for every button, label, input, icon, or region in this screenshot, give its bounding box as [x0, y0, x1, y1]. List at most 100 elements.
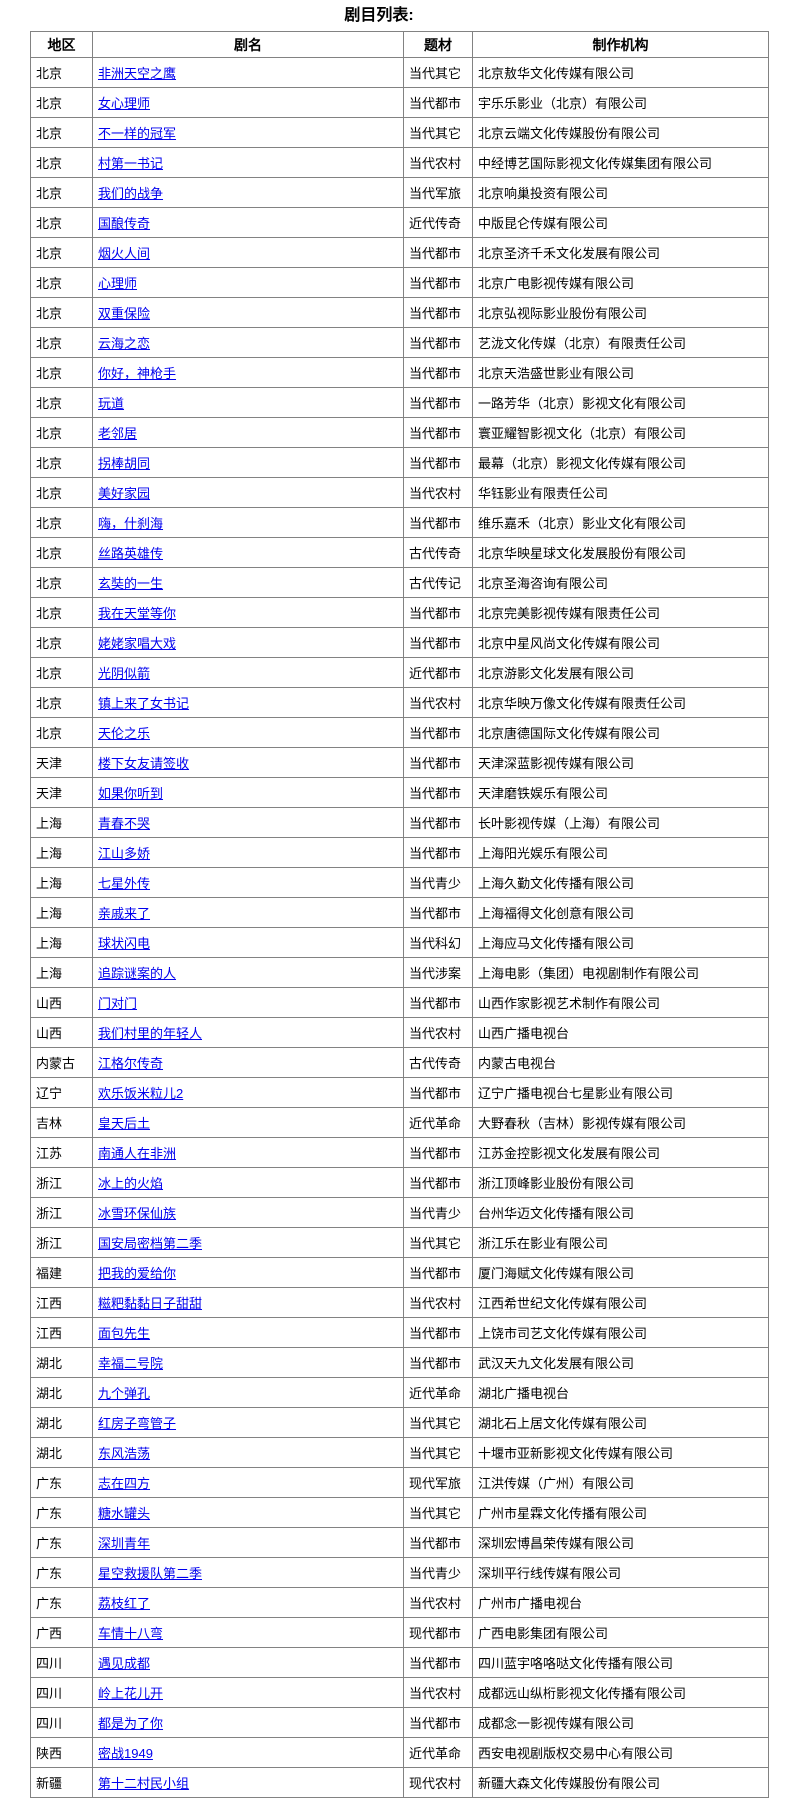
producer-cell: 四川蓝宇咯咯哒文化传播有限公司	[472, 1647, 769, 1678]
title-cell: 我们村里的年轻人	[92, 1017, 404, 1048]
drama-link[interactable]: 志在四方	[98, 1476, 151, 1491]
drama-link[interactable]: 遇见成都	[98, 1656, 151, 1671]
region-cell: 北京	[30, 417, 93, 448]
drama-link[interactable]: 丝路英雄传	[98, 546, 164, 561]
drama-link[interactable]: 青春不哭	[98, 816, 151, 831]
drama-link[interactable]: 幸福二号院	[98, 1356, 164, 1371]
drama-link[interactable]: 美好家园	[98, 486, 151, 501]
title-cell: 心理师	[92, 267, 404, 298]
region-cell: 广东	[30, 1557, 93, 1588]
drama-link[interactable]: 嗨，什刹海	[98, 516, 164, 531]
drama-link[interactable]: 红房子弯管子	[98, 1416, 177, 1431]
genre-cell: 当代都市	[403, 1167, 473, 1198]
drama-link[interactable]: 门对门	[98, 996, 138, 1011]
genre-cell: 当代都市	[403, 627, 473, 658]
drama-link[interactable]: 糍粑黏黏日子甜甜	[98, 1296, 203, 1311]
drama-link[interactable]: 面包先生	[98, 1326, 151, 1341]
producer-cell: 维乐嘉禾（北京）影业文化有限公司	[472, 507, 769, 538]
table-row: 北京 镇上来了女书记 当代农村 北京华映万像文化传媒有限责任公司	[30, 687, 769, 718]
drama-link[interactable]: 天伦之乐	[98, 726, 151, 741]
drama-link[interactable]: 追踪谜案的人	[98, 966, 177, 981]
drama-link[interactable]: 南通人在非洲	[98, 1146, 177, 1161]
table-row: 四川 遇见成都 当代都市 四川蓝宇咯咯哒文化传播有限公司	[30, 1647, 769, 1678]
drama-link[interactable]: 第十二村民小组	[98, 1776, 190, 1791]
drama-link[interactable]: 九个弹孔	[98, 1386, 151, 1401]
drama-link[interactable]: 岭上花儿开	[98, 1686, 164, 1701]
drama-link[interactable]: 星空救援队第二季	[98, 1566, 203, 1581]
drama-link[interactable]: 车情十八弯	[98, 1626, 164, 1641]
producer-cell: 广州市星霖文化传播有限公司	[472, 1497, 769, 1528]
drama-link[interactable]: 国酿传奇	[98, 216, 151, 231]
drama-link[interactable]: 江格尔传奇	[98, 1056, 164, 1071]
drama-link[interactable]: 都是为了你	[98, 1716, 164, 1731]
drama-link[interactable]: 深圳青年	[98, 1536, 151, 1551]
drama-link[interactable]: 拐棒胡同	[98, 456, 151, 471]
drama-link[interactable]: 双重保险	[98, 306, 151, 321]
drama-link[interactable]: 江山多娇	[98, 846, 151, 861]
drama-link[interactable]: 荔枝红了	[98, 1596, 151, 1611]
title-cell: 老邻居	[92, 417, 404, 448]
drama-link[interactable]: 玩道	[98, 396, 125, 411]
drama-link[interactable]: 皇天后土	[98, 1116, 151, 1131]
table-row: 北京 嗨，什刹海 当代都市 维乐嘉禾（北京）影业文化有限公司	[30, 507, 769, 538]
genre-cell: 当代其它	[403, 57, 473, 88]
producer-cell: 中经博艺国际影视文化传媒集团有限公司	[472, 147, 769, 178]
drama-link[interactable]: 你好，神枪手	[98, 366, 177, 381]
genre-cell: 当代都市	[403, 1137, 473, 1168]
drama-link[interactable]: 不一样的冠军	[98, 126, 177, 141]
drama-link[interactable]: 亲戚来了	[98, 906, 151, 921]
table-row: 山西 我们村里的年轻人 当代农村 山西广播电视台	[30, 1017, 769, 1048]
region-cell: 上海	[30, 897, 93, 928]
drama-link[interactable]: 光阴似箭	[98, 666, 151, 681]
table-row: 北京 心理师 当代都市 北京广电影视传媒有限公司	[30, 267, 769, 298]
drama-link[interactable]: 我们的战争	[98, 186, 164, 201]
drama-link[interactable]: 我们村里的年轻人	[98, 1026, 203, 1041]
title-cell: 九个弹孔	[92, 1377, 404, 1408]
drama-link[interactable]: 非洲天空之鹰	[98, 66, 177, 81]
title-cell: 天伦之乐	[92, 717, 404, 748]
drama-link[interactable]: 村第一书记	[98, 156, 164, 171]
producer-cell: 上海久勤文化传播有限公司	[472, 867, 769, 898]
table-row: 北京 村第一书记 当代农村 中经博艺国际影视文化传媒集团有限公司	[30, 147, 769, 178]
drama-link[interactable]: 国安局密档第二季	[98, 1236, 203, 1251]
drama-link[interactable]: 冰雪环保仙族	[98, 1206, 177, 1221]
drama-link[interactable]: 心理师	[98, 276, 138, 291]
drama-link[interactable]: 镇上来了女书记	[98, 696, 190, 711]
drama-link[interactable]: 我在天堂等你	[98, 606, 177, 621]
page-title: 剧目列表:	[344, 7, 414, 24]
drama-link[interactable]: 老邻居	[98, 426, 138, 441]
producer-cell: 最幕（北京）影视文化传媒有限公司	[472, 447, 769, 478]
region-cell: 北京	[30, 87, 93, 118]
producer-cell: 成都念一影视传媒有限公司	[472, 1707, 769, 1738]
title-cell: 如果你听到	[92, 777, 404, 808]
region-cell: 上海	[30, 927, 93, 958]
drama-link[interactable]: 东风浩荡	[98, 1446, 151, 1461]
table-row: 天津 如果你听到 当代都市 天津磨铁娱乐有限公司	[30, 777, 769, 808]
region-cell: 湖北	[30, 1407, 93, 1438]
drama-link[interactable]: 七星外传	[98, 876, 151, 891]
region-cell: 北京	[30, 117, 93, 148]
drama-link[interactable]: 烟火人间	[98, 246, 151, 261]
drama-link[interactable]: 玄奘的一生	[98, 576, 164, 591]
genre-cell: 当代涉案	[403, 957, 473, 988]
drama-link[interactable]: 如果你听到	[98, 786, 164, 801]
drama-link[interactable]: 把我的爱给你	[98, 1266, 177, 1281]
drama-link[interactable]: 楼下女友请签收	[98, 756, 190, 771]
region-cell: 北京	[30, 657, 93, 688]
table-row: 北京 玩道 当代都市 一路芳华（北京）影视文化有限公司	[30, 387, 769, 418]
drama-link[interactable]: 球状闪电	[98, 936, 151, 951]
title-cell: 亲戚来了	[92, 897, 404, 928]
genre-cell: 古代传记	[403, 567, 473, 598]
col-header-region: 地区	[30, 31, 93, 58]
drama-link[interactable]: 冰上的火焰	[98, 1176, 164, 1191]
producer-cell: 上饶市司艺文化传媒有限公司	[472, 1317, 769, 1348]
table-row: 内蒙古 江格尔传奇 古代传奇 内蒙古电视台	[30, 1047, 769, 1078]
drama-link[interactable]: 密战1949	[98, 1746, 153, 1761]
drama-link[interactable]: 糖水罐头	[98, 1506, 151, 1521]
genre-cell: 当代其它	[403, 117, 473, 148]
drama-link[interactable]: 云海之恋	[98, 336, 151, 351]
drama-link[interactable]: 女心理师	[98, 96, 151, 111]
region-cell: 内蒙古	[30, 1047, 93, 1078]
drama-link[interactable]: 欢乐饭米粒儿2	[98, 1086, 184, 1101]
drama-link[interactable]: 姥姥家唱大戏	[98, 636, 177, 651]
